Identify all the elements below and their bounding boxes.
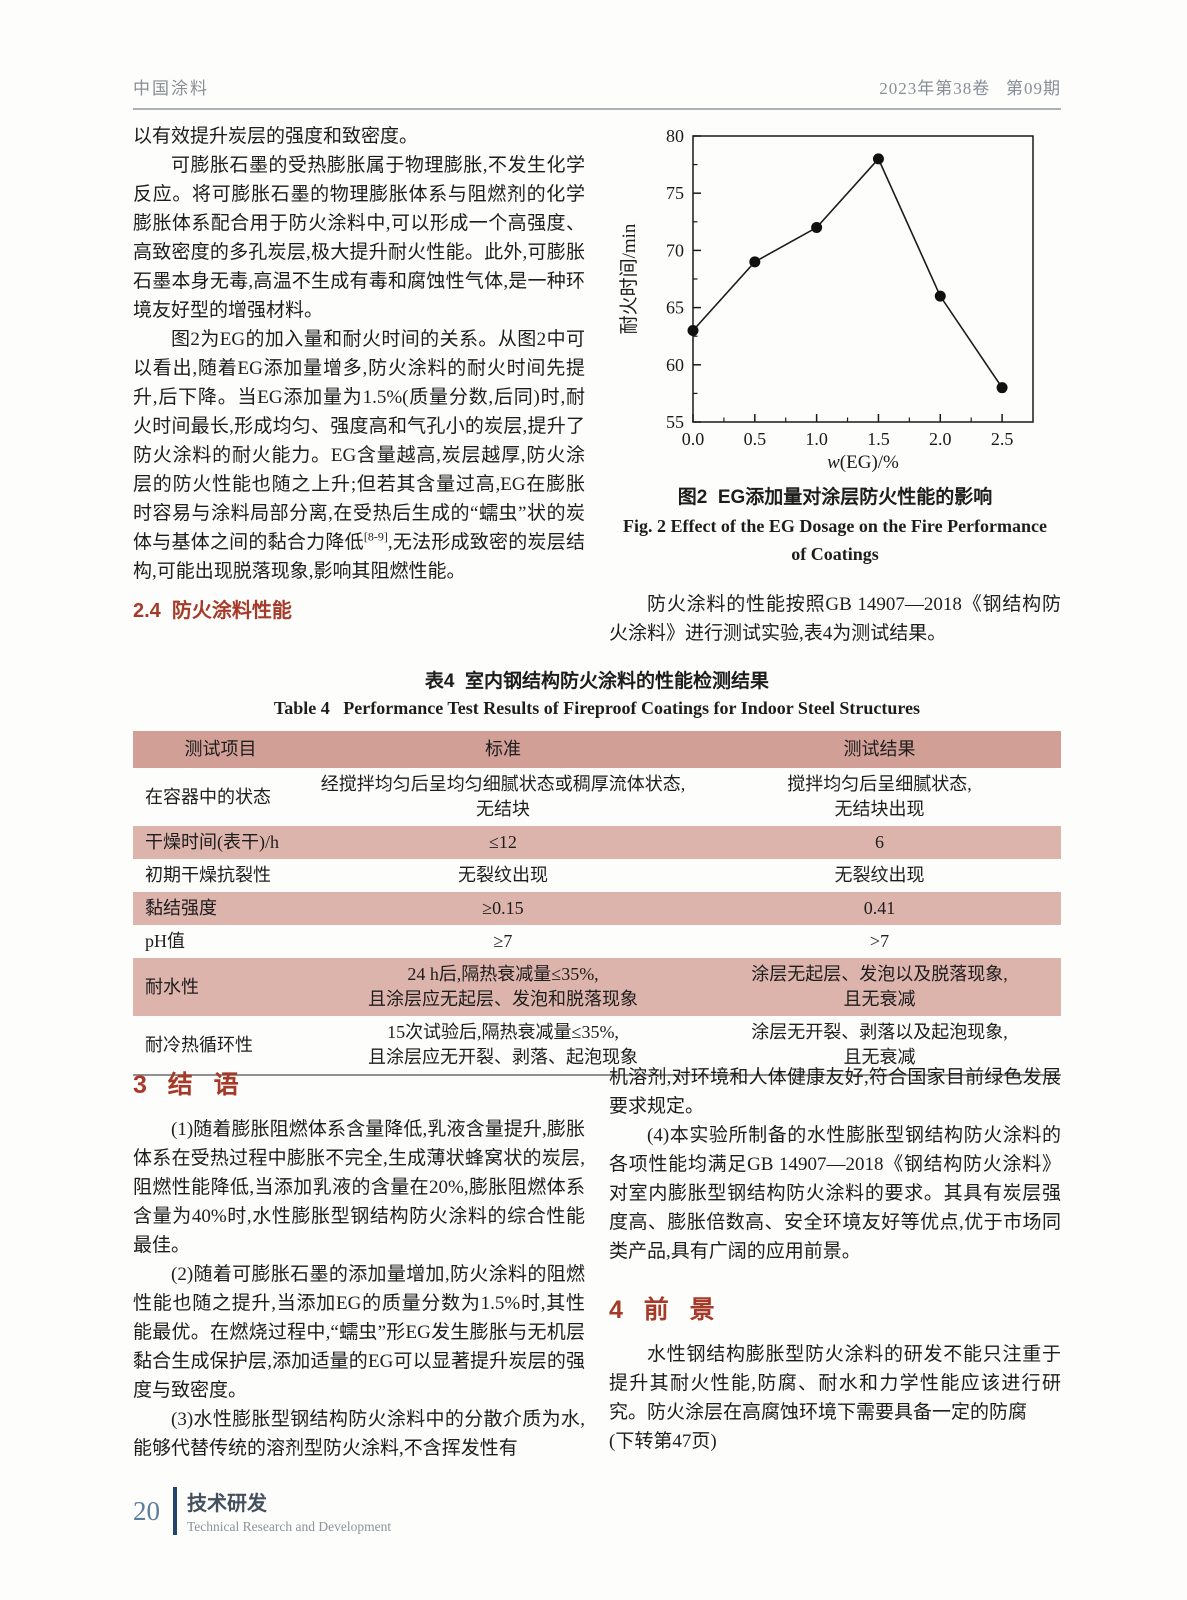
cell-standard: 24 h后,隔热衰减量≤35%, 且涂层应无起层、发泡和脱落现象 (368, 964, 638, 1009)
issue-info: 2023年第38卷 第09期 (879, 79, 1061, 98)
cell-result: >7 (869, 931, 890, 951)
top-columns: 以有效提升炭层的强度和致密度。 可膨胀石墨的受热膨胀属于物理膨胀,不发生化学反应… (133, 122, 1061, 648)
table-row: 耐水性 24 h后,隔热衰减量≤35%, 且涂层应无起层、发泡和脱落现象 涂层无… (133, 958, 1061, 1016)
footer-divider-bar (173, 1487, 177, 1535)
right-column-bottom: 机溶剂,对环境和人体健康友好,符合国家目前绿色发展要求规定。 (4)本实验所制备… (609, 1063, 1061, 1463)
performance-table-section: 表4 室内钢结构防火涂料的性能检测结果 Table 4 Performance … (133, 666, 1061, 1076)
table-row: 干燥时间(表干)/h ≤12 6 (133, 826, 1061, 859)
paragraph: 图2为EG的加入量和耐火时间的关系。从图2中可以看出,随着EG添加量增多,防火涂… (133, 325, 585, 586)
svg-text:w(EG)/%: w(EG)/% (827, 452, 899, 473)
paragraph-text: 图2为EG的加入量和耐火时间的关系。从图2中可以看出,随着EG添加量增多,防火涂… (133, 329, 585, 553)
cell-standard: ≥0.15 (482, 898, 524, 918)
cell-item: 黏结强度 (145, 898, 217, 918)
cell-standard: ≤12 (489, 832, 517, 852)
table-row: 黏结强度 ≥0.15 0.41 (133, 892, 1061, 925)
paragraph: (3)水性膨胀型钢结构防火涂料中的分散介质为水,能够代替传统的溶剂型防火涂料,不… (133, 1409, 585, 1459)
svg-text:65: 65 (666, 298, 684, 318)
svg-text:1.5: 1.5 (867, 429, 890, 449)
left-column: 以有效提升炭层的强度和致密度。 可膨胀石墨的受热膨胀属于物理膨胀,不发生化学反应… (133, 122, 585, 648)
page-number: 20 (133, 1495, 160, 1526)
svg-text:75: 75 (666, 183, 684, 203)
cell-standard: 经搅拌均匀后呈均匀细腻状态或稠厚流体状态, 无结块 (320, 774, 686, 819)
page-footer: 20 技术研发 Technical Research and Developme… (133, 1487, 391, 1535)
paragraph: 水性钢结构膨胀型防火涂料的研发不能只注重于提升其耐火性能,防腐、耐水和力学性能应… (609, 1344, 1061, 1423)
column-header: 测试项目 (184, 739, 257, 759)
paragraph: 机溶剂,对环境和人体健康友好,符合国家目前绿色发展要求规定。 (609, 1067, 1061, 1117)
right-column: 55 60 65 70 75 80 0.0 0.5 1.0 1.5 2.0 2.5 耐火时间/min w(… (609, 122, 1061, 648)
page-header: 中国涂料 2023年第38卷 第09期 (133, 74, 1061, 110)
table-header-row: 测试项目 标准 测试结果 (133, 731, 1061, 768)
cell-result: 0.41 (863, 898, 896, 918)
cell-item: 耐水性 (145, 976, 199, 997)
table-title-zh: 表4 室内钢结构防火涂料的性能检测结果 (424, 671, 770, 692)
table-row: pH值 ≥7 >7 (133, 925, 1061, 958)
cell-standard: 15次试验后,隔热衰减量≤35%, 且涂层应无开裂、剥落、起泡现象 (368, 1022, 638, 1067)
cell-standard: ≥7 (493, 931, 513, 951)
svg-text:耐火时间/min: 耐火时间/min (618, 223, 640, 334)
paragraph: 防火涂料的性能按照GB 14907—2018《钢结构防火涂料》进行测试实验,表4… (609, 594, 1061, 644)
footer-section-labels: 技术研发 Technical Research and Development (187, 1487, 391, 1535)
svg-text:1.0: 1.0 (805, 429, 828, 449)
performance-table: 测试项目 标准 测试结果 在容器中的状态 经搅拌均匀后呈均匀细腻状态或稠厚流体状… (133, 731, 1061, 1076)
paragraph: (4)本实验所制备的水性膨胀型钢结构防火涂料的各项性能均满足GB 14907—2… (609, 1125, 1061, 1262)
paragraph: (2)随着可膨胀石墨的添加量增加,防火涂料的阻燃性能也随之提升,当添加EG的质量… (133, 1264, 585, 1401)
paragraph: (1)随着膨胀阻燃体系含量降低,乳液含量提升,膨胀体系在受热过程中膨胀不完全,生… (133, 1119, 585, 1256)
table-title-en: Table 4 Performance Test Results of Fire… (273, 698, 921, 718)
footer-section-zh: 技术研发 (187, 1493, 267, 1515)
section-heading-2-4: 2.4 防火涂料性能 (133, 600, 292, 622)
column-header: 测试结果 (843, 739, 916, 759)
cell-result: 6 (875, 832, 884, 852)
journal-name: 中国涂料 (133, 79, 209, 98)
cell-standard: 无裂纹出现 (458, 865, 548, 885)
svg-text:2.5: 2.5 (991, 429, 1014, 449)
section-heading-3: 3 结 语 (133, 1071, 239, 1099)
eg-line-chart: 55 60 65 70 75 80 0.0 0.5 1.0 1.5 2.0 2.5 耐火时间/min w(… (618, 126, 1034, 473)
svg-text:60: 60 (666, 355, 684, 375)
cell-item: 初期干燥抗裂性 (145, 865, 271, 885)
column-header: 标准 (485, 739, 521, 759)
paragraph: 可膨胀石墨的受热膨胀属于物理膨胀,不发生化学反应。将可膨胀石墨的物理膨胀体系与阻… (133, 155, 585, 321)
section-heading-4: 4 前 景 (609, 1296, 715, 1324)
paragraph-text: ,无法形成致密的炭层结构,可能出现脱落现象,影响其阻燃性能。 (133, 532, 585, 582)
svg-text:55: 55 (666, 412, 684, 432)
cell-result: 搅拌均匀后呈细腻状态, 无结块出现 (787, 774, 972, 819)
cell-result: 涂层无起层、发泡以及脱落现象, 且无衰减 (751, 964, 1008, 1009)
paragraph: 以有效提升炭层的强度和致密度。 (133, 126, 419, 147)
citation-reference: [8-9] (363, 529, 388, 544)
bottom-columns: 3 结 语 (1)随着膨胀阻燃体系含量降低,乳液含量提升,膨胀体系在受热过程中膨… (133, 1063, 1061, 1463)
svg-text:70: 70 (666, 240, 684, 260)
table-row: 在容器中的状态 经搅拌均匀后呈均匀细腻状态或稠厚流体状态, 无结块 搅拌均匀后呈… (133, 768, 1061, 826)
table-row: 初期干燥抗裂性 无裂纹出现 无裂纹出现 (133, 859, 1061, 892)
continuation-note: (下转第47页) (609, 1431, 717, 1452)
figure-caption-en: Fig. 2 Effect of the EG Dosage on the Fi… (622, 516, 1048, 564)
figure-caption-zh: 图2 EG添加量对涂层防火性能的影响 (677, 487, 993, 508)
footer-section-en: Technical Research and Development (187, 1519, 392, 1534)
cell-result: 涂层无开裂、剥落以及起泡现象, 且无衰减 (751, 1022, 1008, 1067)
cell-item: 在容器中的状态 (145, 786, 271, 807)
svg-text:2.0: 2.0 (929, 429, 952, 449)
svg-text:0.5: 0.5 (744, 429, 767, 449)
left-column-bottom: 3 结 语 (1)随着膨胀阻燃体系含量降低,乳液含量提升,膨胀体系在受热过程中膨… (133, 1063, 585, 1463)
cell-result: 无裂纹出现 (834, 865, 925, 885)
svg-text:80: 80 (666, 126, 684, 146)
cell-item: 干燥时间(表干)/h (145, 832, 279, 852)
cell-item: 耐冷热循环性 (145, 1034, 253, 1055)
table-row: 耐冷热循环性 15次试验后,隔热衰减量≤35%, 且涂层应无开裂、剥落、起泡现象… (133, 1016, 1061, 1074)
cell-item: pH值 (145, 931, 185, 951)
svg-text:0.0: 0.0 (682, 429, 705, 449)
